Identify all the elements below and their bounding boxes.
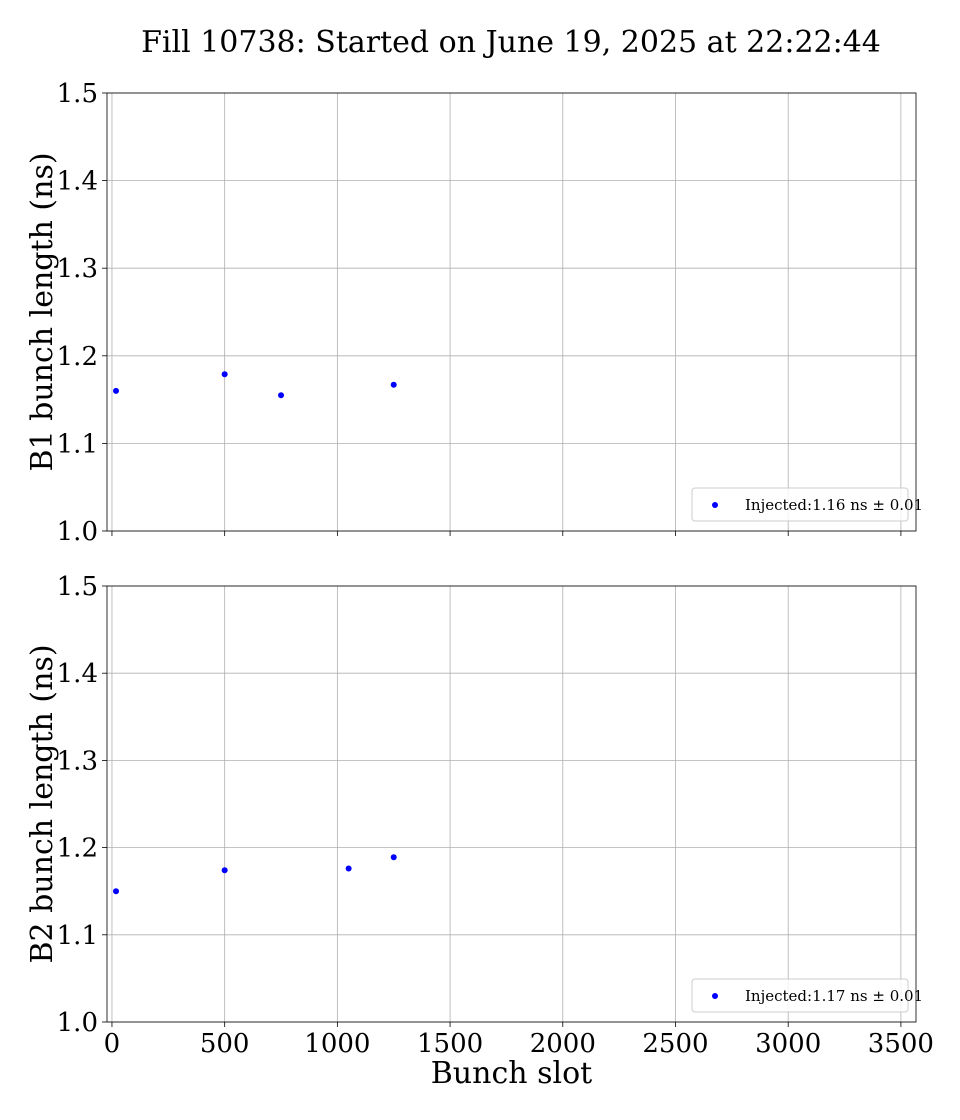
x-tick-label: 500 <box>200 1029 250 1059</box>
legend-label: Injected:1.17 ns ± 0.01 <box>745 987 923 1005</box>
y-tick-label: 1.0 <box>57 517 98 547</box>
legend-marker <box>712 502 718 508</box>
data-point <box>113 387 120 394</box>
y-tick-label: 1.2 <box>57 342 98 372</box>
legend: Injected:1.16 ns ± 0.01 <box>691 487 923 522</box>
data-point <box>278 392 285 399</box>
y-tick-label: 1.4 <box>57 167 98 197</box>
y-axis-label: B2 bunch length (ns) <box>25 644 60 963</box>
legend: Injected:1.17 ns ± 0.01 <box>691 978 923 1013</box>
x-axis-label: Bunch slot <box>431 1056 592 1091</box>
legend-box <box>691 487 909 522</box>
legend-box <box>691 978 909 1013</box>
y-tick-label: 1.1 <box>57 429 98 459</box>
x-tick-label: 3000 <box>755 1029 821 1059</box>
y-tick-label: 1.5 <box>57 572 98 602</box>
y-tick-label: 1.1 <box>57 921 98 951</box>
legend-label: Injected:1.16 ns ± 0.01 <box>745 496 923 514</box>
data-point <box>345 865 352 872</box>
x-tick-label: 1500 <box>417 1029 483 1059</box>
y-tick-label: 1.4 <box>57 659 98 689</box>
x-tick-label: 3500 <box>868 1029 934 1059</box>
subplot-2: 0 500 1000 1500 2000 2500 3000 3500 1.0 1.1 1.2 1.3… <box>25 572 934 1091</box>
x-tick-label: 0 <box>104 1029 121 1059</box>
data-point <box>390 854 397 861</box>
subplot-1: 1.0 1.1 1.2 1.3 1.4 1.5 B1 bunch length (ns) In… <box>25 79 923 547</box>
chart-title: Fill 10738: Started on June 19, 2025 at … <box>141 25 881 60</box>
data-point <box>113 888 120 895</box>
y-tick-label: 1.3 <box>57 254 98 284</box>
y-tick-label: 1.2 <box>57 834 98 864</box>
legend-marker <box>712 993 718 999</box>
x-tick-label: 2500 <box>642 1029 708 1059</box>
x-tick-label: 1000 <box>304 1029 370 1059</box>
x-tick-label: 2000 <box>530 1029 596 1059</box>
axes-frame <box>106 585 917 1023</box>
y-tick-label: 1.3 <box>57 746 98 776</box>
y-tick-label: 1.0 <box>57 1008 98 1038</box>
data-point <box>221 371 228 378</box>
data-point <box>221 867 228 874</box>
y-tick-label: 1.5 <box>57 79 98 109</box>
data-point <box>390 381 397 388</box>
axes-frame <box>106 92 917 532</box>
y-axis-label: B1 bunch length (ns) <box>25 152 60 471</box>
